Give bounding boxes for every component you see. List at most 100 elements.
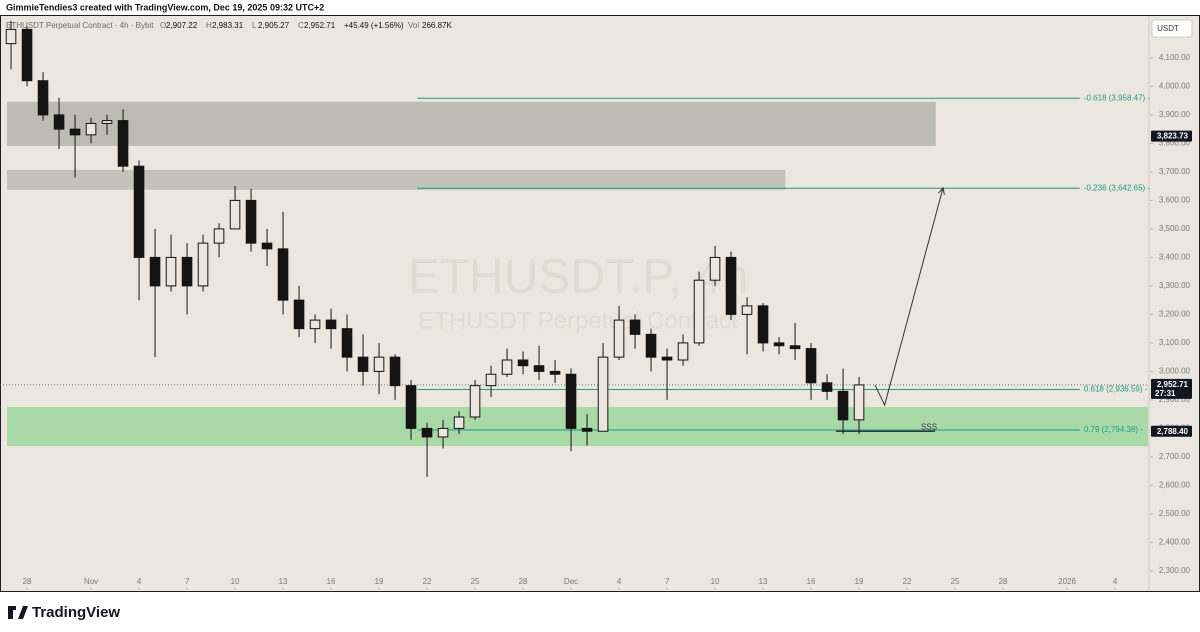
candle-body — [677, 342, 689, 361]
x-tick-label: 4 — [1113, 577, 1118, 586]
x-tick-label: 10 — [231, 577, 240, 586]
x-tick-label: Dec — [564, 577, 578, 586]
price-badge — [1151, 425, 1192, 437]
y-tick-label: 2,900.00 — [1159, 395, 1191, 404]
y-tick-label: 3,800.00 — [1159, 139, 1191, 148]
x-tick-label: 13 — [279, 577, 288, 586]
candle-body — [213, 228, 225, 244]
x-tick-label: 2026 — [1058, 577, 1076, 586]
fib-label: -0.618 (3,958.47) - — [1084, 93, 1151, 102]
y-tick-label: 2,300.00 — [1159, 566, 1191, 575]
footer-logo: TradingView — [32, 604, 120, 621]
candle-body — [645, 333, 657, 358]
currency-button-label[interactable]: USDT — [1157, 24, 1179, 33]
price-badge — [1151, 378, 1192, 399]
candle-body — [565, 373, 577, 429]
candle-body — [853, 384, 865, 421]
y-tick-label: 3,600.00 — [1159, 196, 1191, 205]
y-tick-label: 3,700.00 — [1159, 167, 1191, 176]
candle-body — [117, 120, 129, 167]
candle-body — [229, 199, 241, 230]
candle-body — [805, 348, 817, 384]
legend-value: 2,905.27 — [258, 21, 290, 30]
x-tick-label: 10 — [711, 577, 720, 586]
candle-body — [741, 305, 753, 315]
legend-key: H — [206, 21, 212, 30]
candle-body — [101, 120, 113, 124]
candle-body — [613, 319, 625, 358]
y-tick-label: 3,500.00 — [1159, 224, 1191, 233]
x-tick-label: 4 — [617, 577, 622, 586]
x-tick-label: 16 — [807, 577, 816, 586]
candle-body — [549, 370, 561, 375]
candle-body — [517, 359, 529, 367]
candle-body — [597, 356, 609, 432]
legend-value: 2,907.22 — [166, 21, 198, 30]
legend-change: +45.49 (+1.56%) — [344, 21, 404, 30]
fib-label: 0.79 (2,794.38) - — [1084, 425, 1143, 434]
x-tick-label: 19 — [855, 577, 864, 586]
chart-panel: ETHUSDT.P, 4h ETHUSDT Perpetual Contract E… — [0, 15, 1200, 592]
candle-body — [837, 390, 849, 421]
x-tick-label: 25 — [471, 577, 480, 586]
x-tick-label: 7 — [665, 577, 670, 586]
x-tick-label: 4 — [137, 577, 142, 586]
x-tick-label: 28 — [999, 577, 1008, 586]
candle-body — [309, 319, 321, 330]
y-tick-label: 4,100.00 — [1159, 53, 1191, 62]
footer: TradingView — [8, 604, 120, 621]
y-tick-label: 2,600.00 — [1159, 481, 1191, 490]
legend-key: Vol — [408, 21, 419, 30]
y-tick-label: 3,300.00 — [1159, 281, 1191, 290]
price-badge — [1151, 130, 1192, 142]
price-badge-label: 2,952.71 — [1157, 380, 1189, 389]
candle-body — [53, 114, 65, 130]
x-tick-label: 28 — [23, 577, 32, 586]
candle-body — [693, 279, 705, 344]
watermark-sub: ETHUSDT Perpetual Contract — [418, 307, 738, 334]
currency-button[interactable] — [1151, 19, 1193, 38]
projection-path — [874, 187, 944, 407]
candle-body — [5, 28, 17, 45]
price-zone — [7, 407, 1148, 447]
candle-body — [165, 256, 177, 287]
x-tick-label: 7 — [185, 577, 190, 586]
price-badge-label: 2,788.40 — [1157, 427, 1189, 436]
candle-body — [757, 305, 769, 344]
candle-body — [821, 382, 833, 392]
candle-body — [485, 373, 497, 387]
fib-label: -0.236 (3,642.65) - — [1084, 183, 1151, 192]
candle-body — [725, 256, 737, 315]
x-tick-label: 19 — [375, 577, 384, 586]
symbol-legend: ETHUSDT Perpetual Contract · 4h · Bybit — [6, 21, 154, 30]
candle-body — [133, 165, 145, 258]
candle-body — [501, 359, 513, 375]
candle-body — [533, 365, 545, 372]
candle-body — [629, 319, 641, 335]
candle-body — [197, 242, 209, 287]
price-badge-countdown: 27:31 — [1155, 389, 1176, 398]
x-tick-label: 13 — [759, 577, 768, 586]
legend-value: 266.87K — [422, 21, 452, 30]
candle-body — [709, 256, 721, 281]
candle-body — [341, 328, 353, 358]
x-tick-label: 28 — [519, 577, 528, 586]
candle-body — [245, 199, 257, 244]
legend-key: L — [252, 21, 257, 30]
fib-label: 0.618 (2,936.59) - — [1084, 385, 1148, 394]
candle-body — [357, 356, 369, 372]
y-tick-label: 3,000.00 — [1159, 367, 1191, 376]
y-tick-label: 2,500.00 — [1159, 509, 1191, 518]
legend-value: 2,952.71 — [304, 21, 336, 30]
x-tick-label: 22 — [423, 577, 432, 586]
x-tick-label: 16 — [327, 577, 336, 586]
candle-body — [85, 122, 97, 136]
candle-body — [261, 242, 273, 250]
candle-body — [373, 356, 385, 372]
legend-key: C — [298, 21, 304, 30]
price-zone — [7, 169, 786, 190]
x-tick-label: Nov — [84, 577, 98, 586]
logo-icon — [8, 606, 28, 619]
candle-body — [181, 256, 193, 287]
candle-body — [773, 342, 785, 347]
